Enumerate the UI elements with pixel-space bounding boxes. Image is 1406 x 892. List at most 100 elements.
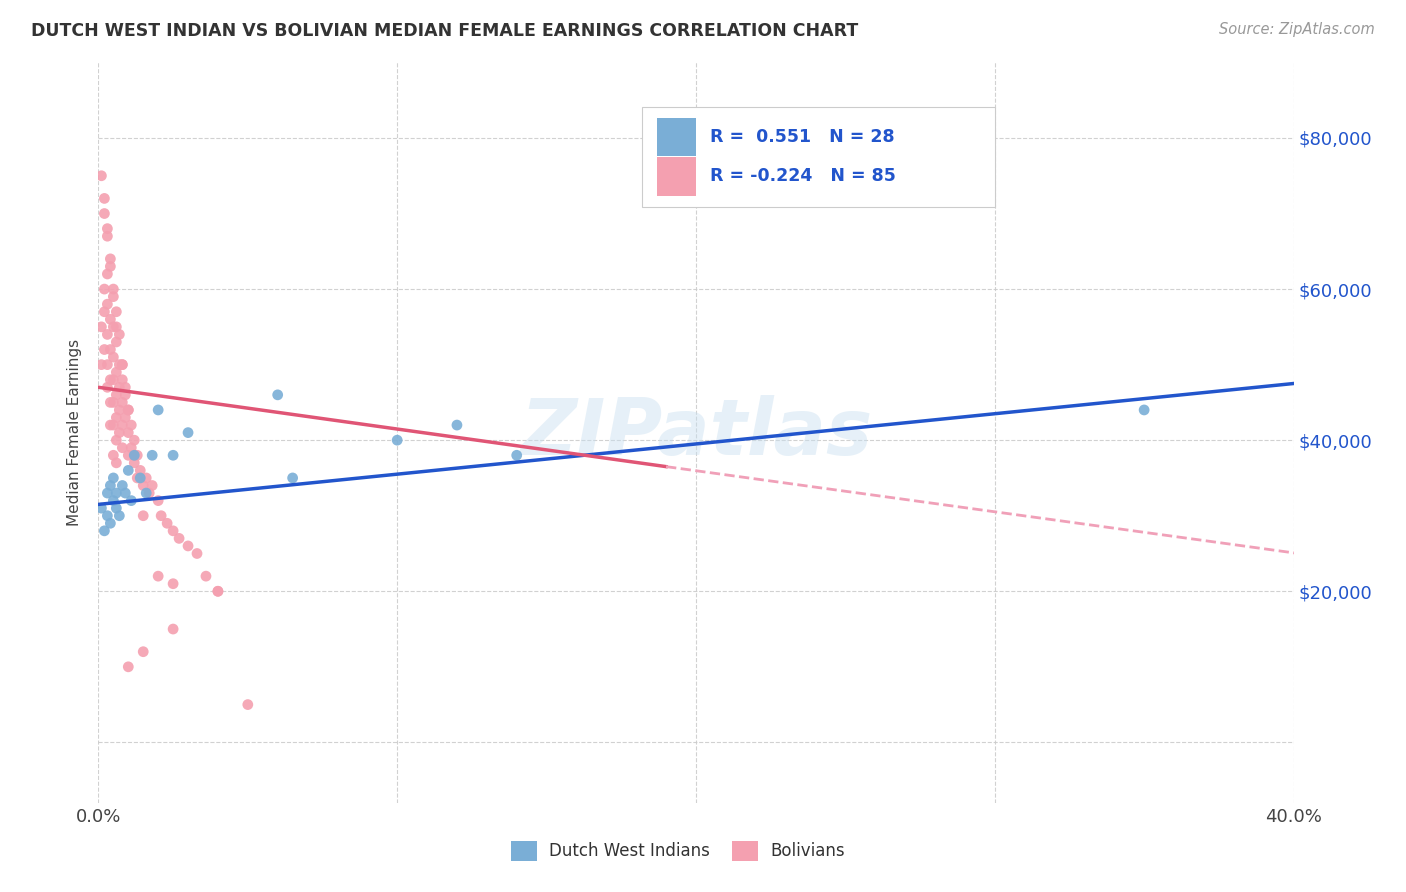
Point: [105, 486, 128, 500]
Text: R = -0.224   N = 85: R = -0.224 N = 85: [710, 168, 896, 186]
Point: [167, 532, 190, 546]
Point: [93, 343, 115, 357]
Point: [108, 425, 131, 440]
Point: [148, 403, 170, 417]
Point: [93, 282, 115, 296]
Point: [114, 380, 136, 394]
Point: [124, 433, 146, 447]
Point: [207, 584, 229, 599]
Point: [132, 508, 155, 523]
Point: [105, 334, 128, 349]
Point: [105, 433, 128, 447]
Point: [117, 660, 139, 674]
Point: [105, 365, 128, 379]
Point: [186, 547, 208, 561]
Point: [108, 508, 131, 523]
FancyBboxPatch shape: [657, 157, 696, 195]
Point: [96, 508, 118, 523]
Point: [117, 463, 139, 477]
Point: [162, 448, 184, 462]
Point: [90, 169, 112, 183]
Point: [98, 373, 122, 387]
Point: [98, 516, 122, 531]
Point: [93, 191, 115, 205]
Point: [124, 456, 146, 470]
Point: [111, 373, 134, 387]
Point: [267, 388, 290, 402]
Point: [124, 448, 146, 462]
Point: [195, 569, 218, 583]
Point: [105, 304, 128, 318]
Text: Bolivians: Bolivians: [770, 842, 845, 860]
Point: [114, 388, 136, 402]
Point: [141, 478, 163, 492]
Point: [103, 448, 125, 462]
Point: [90, 358, 112, 372]
Point: [127, 448, 149, 462]
Point: [117, 403, 139, 417]
FancyBboxPatch shape: [510, 840, 537, 862]
Point: [105, 410, 128, 425]
Point: [108, 358, 131, 372]
Point: [111, 395, 134, 409]
Point: [93, 304, 115, 318]
Point: [103, 350, 125, 364]
Point: [103, 373, 125, 387]
Point: [117, 448, 139, 462]
Point: [96, 229, 118, 244]
Point: [98, 252, 122, 266]
Text: Dutch West Indians: Dutch West Indians: [548, 842, 710, 860]
Point: [127, 471, 149, 485]
Text: R =  0.551   N = 28: R = 0.551 N = 28: [710, 128, 896, 146]
Point: [93, 206, 115, 220]
Point: [117, 403, 139, 417]
Point: [103, 282, 125, 296]
Point: [96, 267, 118, 281]
Point: [90, 319, 112, 334]
Point: [162, 576, 184, 591]
Point: [90, 501, 112, 516]
Point: [1133, 403, 1156, 417]
Point: [124, 448, 146, 462]
Point: [148, 569, 170, 583]
Point: [132, 645, 155, 659]
Point: [103, 418, 125, 433]
Point: [111, 478, 134, 492]
Y-axis label: Median Female Earnings: Median Female Earnings: [67, 339, 83, 526]
Point: [96, 327, 118, 342]
Point: [111, 418, 134, 433]
Point: [96, 297, 118, 311]
Point: [129, 463, 152, 477]
Point: [132, 478, 155, 492]
Point: [120, 441, 142, 455]
Point: [96, 380, 118, 394]
FancyBboxPatch shape: [657, 118, 696, 156]
Point: [177, 539, 200, 553]
Point: [98, 418, 122, 433]
Point: [281, 471, 304, 485]
FancyBboxPatch shape: [643, 107, 995, 207]
Text: ZIPatlas: ZIPatlas: [520, 394, 872, 471]
Point: [111, 358, 134, 372]
Point: [129, 471, 152, 485]
Point: [98, 478, 122, 492]
Point: [120, 493, 142, 508]
Point: [148, 493, 170, 508]
Point: [96, 486, 118, 500]
Point: [506, 448, 529, 462]
Point: [150, 508, 173, 523]
Point: [93, 524, 115, 538]
Point: [98, 260, 122, 274]
Point: [162, 622, 184, 636]
Point: [98, 312, 122, 326]
Point: [138, 486, 160, 500]
Text: DUTCH WEST INDIAN VS BOLIVIAN MEDIAN FEMALE EARNINGS CORRELATION CHART: DUTCH WEST INDIAN VS BOLIVIAN MEDIAN FEM…: [31, 22, 858, 40]
Point: [105, 501, 128, 516]
FancyBboxPatch shape: [733, 840, 758, 862]
Point: [108, 403, 131, 417]
Point: [135, 471, 157, 485]
Point: [98, 343, 122, 357]
Point: [114, 410, 136, 425]
Point: [98, 395, 122, 409]
Point: [103, 290, 125, 304]
